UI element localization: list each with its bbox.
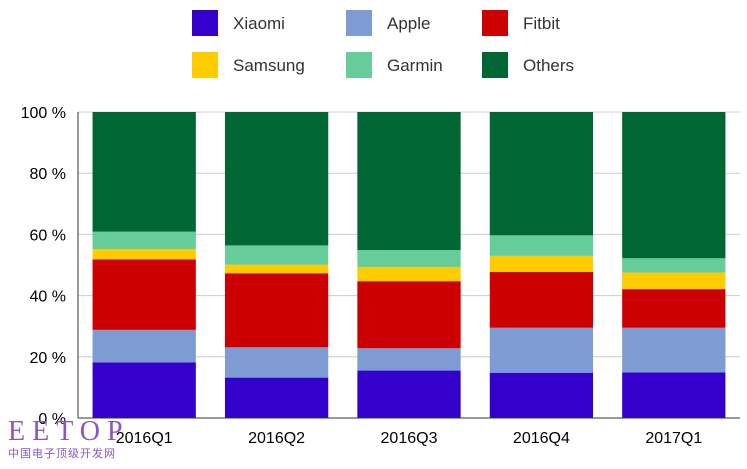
legend-label: Samsung xyxy=(233,56,305,75)
x-tick-label: 2016Q1 xyxy=(116,430,173,447)
legend-label: Garmin xyxy=(387,56,443,75)
x-tick-label: 2016Q2 xyxy=(248,430,305,447)
y-tick-labels: 0 % 20 % 40 % 60 % 80 % 100 % xyxy=(21,105,66,428)
legend-swatch xyxy=(482,10,508,36)
y-tick-label: 60 % xyxy=(30,227,66,244)
bar-segment-others xyxy=(224,112,329,246)
bar-segment-samsung xyxy=(622,272,726,290)
legend-swatch xyxy=(482,52,508,78)
legend-swatch xyxy=(346,10,372,36)
bar-segment-garmin xyxy=(622,258,726,273)
bar-segment-fitbit xyxy=(92,259,196,330)
legend-item-garmin: Garmin xyxy=(346,52,443,78)
legend-swatch xyxy=(192,10,218,36)
legend-item-others: Others xyxy=(482,52,574,78)
y-tick-label: 0 % xyxy=(38,411,66,428)
bar-segment-xiaomi xyxy=(92,362,196,418)
bar-segment-apple xyxy=(357,348,461,371)
bar-segment-apple xyxy=(92,329,196,363)
bar-segment-others xyxy=(622,112,726,259)
bar-segment-samsung xyxy=(357,267,461,282)
bar-segment-xiaomi xyxy=(357,370,461,418)
y-tick-label: 40 % xyxy=(30,289,66,306)
x-tick-label: 2016Q4 xyxy=(513,430,570,447)
legend-item-xiaomi: Xiaomi xyxy=(192,10,285,36)
bar-segment-fitbit xyxy=(489,272,594,328)
x-tick-label: 2017Q1 xyxy=(645,430,702,447)
legend-label: Apple xyxy=(387,14,430,33)
y-tick-label: 100 % xyxy=(21,105,66,122)
bar-segment-garmin xyxy=(489,235,594,256)
bar-stack-2016Q4 xyxy=(489,112,594,418)
x-tick-label: 2016Q3 xyxy=(381,430,438,447)
bar-segment-samsung xyxy=(489,255,594,273)
legend-label: Others xyxy=(523,56,574,75)
bar-stack-2016Q1 xyxy=(92,112,196,418)
legend-swatch xyxy=(192,52,218,78)
y-tick-label: 20 % xyxy=(30,350,66,367)
bar-segment-xiaomi xyxy=(622,372,726,418)
legend-swatch xyxy=(346,52,372,78)
bar-segment-others xyxy=(357,112,461,251)
bar-segment-samsung xyxy=(92,249,196,260)
bar-segment-fitbit xyxy=(622,289,726,328)
bar-segment-apple xyxy=(489,327,594,373)
bar-segment-garmin xyxy=(224,245,329,265)
x-category-labels: 2016Q1 2016Q2 2016Q3 2016Q4 2017Q1 xyxy=(116,430,703,447)
bar-segment-apple xyxy=(224,347,329,378)
bar-segment-others xyxy=(92,112,196,232)
bar-stacks xyxy=(92,112,726,418)
legend-item-fitbit: Fitbit xyxy=(482,10,560,36)
bar-stack-2017Q1 xyxy=(622,112,726,418)
axes xyxy=(77,112,740,419)
bar-segment-samsung xyxy=(224,264,329,274)
bar-stack-2016Q3 xyxy=(357,112,461,418)
legend-label: Xiaomi xyxy=(233,14,285,33)
bar-segment-xiaomi xyxy=(224,377,329,418)
y-tick-label: 80 % xyxy=(30,166,66,183)
legend-label: Fitbit xyxy=(523,14,560,33)
bar-segment-xiaomi xyxy=(489,372,594,418)
bar-segment-fitbit xyxy=(224,273,329,348)
bar-segment-garmin xyxy=(357,250,461,268)
bar-segment-others xyxy=(489,112,594,236)
bar-segment-fitbit xyxy=(357,281,461,349)
legend-item-apple: Apple xyxy=(346,10,430,36)
bar-segment-garmin xyxy=(92,231,196,250)
chart-legend: Xiaomi Apple Fitbit Samsung Garmin Others xyxy=(192,10,574,78)
bar-segment-apple xyxy=(622,327,726,373)
legend-item-samsung: Samsung xyxy=(192,52,305,78)
bar-stack-2016Q2 xyxy=(224,112,329,418)
